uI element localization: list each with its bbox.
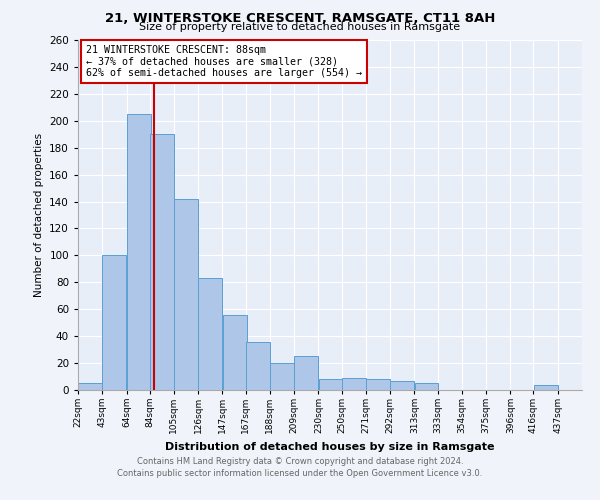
X-axis label: Distribution of detached houses by size in Ramsgate: Distribution of detached houses by size … bbox=[165, 442, 495, 452]
Bar bbox=[127, 114, 151, 390]
Bar bbox=[150, 134, 174, 390]
Y-axis label: Number of detached properties: Number of detached properties bbox=[34, 133, 44, 297]
Bar bbox=[270, 363, 294, 390]
Bar bbox=[295, 356, 318, 390]
Bar bbox=[78, 384, 102, 390]
Bar bbox=[342, 378, 365, 390]
Bar bbox=[366, 379, 390, 390]
Text: 21, WINTERSTOKE CRESCENT, RAMSGATE, CT11 8AH: 21, WINTERSTOKE CRESCENT, RAMSGATE, CT11… bbox=[105, 12, 495, 26]
Bar bbox=[199, 278, 223, 390]
Bar bbox=[319, 379, 343, 390]
Bar bbox=[246, 342, 270, 390]
Text: Contains HM Land Registry data © Crown copyright and database right 2024.: Contains HM Land Registry data © Crown c… bbox=[137, 458, 463, 466]
Bar bbox=[223, 314, 247, 390]
Text: Contains public sector information licensed under the Open Government Licence v3: Contains public sector information licen… bbox=[118, 468, 482, 477]
Bar bbox=[103, 256, 127, 390]
Bar bbox=[390, 380, 414, 390]
Bar bbox=[533, 384, 557, 390]
Text: 21 WINTERSTOKE CRESCENT: 88sqm
← 37% of detached houses are smaller (328)
62% of: 21 WINTERSTOKE CRESCENT: 88sqm ← 37% of … bbox=[86, 46, 362, 78]
Text: Size of property relative to detached houses in Ramsgate: Size of property relative to detached ho… bbox=[139, 22, 461, 32]
Bar bbox=[174, 199, 198, 390]
Bar bbox=[415, 384, 439, 390]
